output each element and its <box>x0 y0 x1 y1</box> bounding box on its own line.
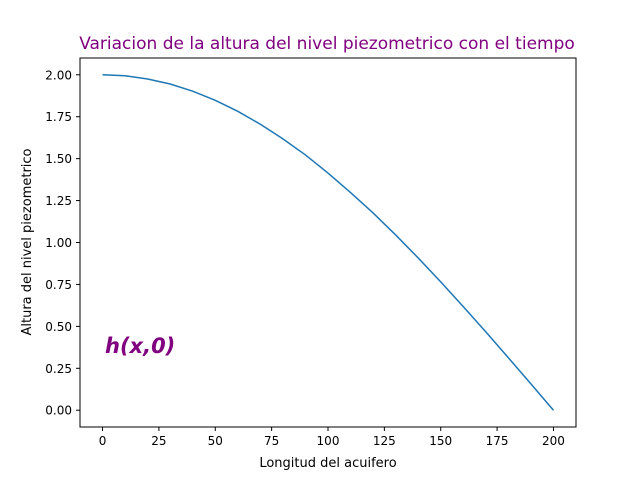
x-tick-label: 50 <box>208 434 223 448</box>
x-tick-label: 175 <box>486 434 509 448</box>
x-tick-label: 200 <box>542 434 565 448</box>
x-tick-label: 100 <box>317 434 340 448</box>
x-tick-label: 0 <box>99 434 107 448</box>
x-tick-label: 150 <box>429 434 452 448</box>
chart-title: Variacion de la altura del nivel piezome… <box>79 34 575 54</box>
x-tick-label: 75 <box>264 434 279 448</box>
plot-area <box>102 74 555 411</box>
y-tick-label: 1.75 <box>45 110 72 124</box>
x-axis-label: Longitud del acuifero <box>259 456 396 471</box>
y-tick-label: 0.75 <box>45 278 72 292</box>
x-tick-label: 25 <box>151 434 166 448</box>
y-tick-label: 1.25 <box>45 194 72 208</box>
y-tick-label: 2.00 <box>45 68 72 82</box>
y-tick-label: 0.25 <box>45 362 72 376</box>
y-axis-ticks: 0.00 0.25 0.50 0.75 1.00 1.25 1.50 1.75 2.00 <box>45 68 80 418</box>
x-axis-ticks: 0 25 50 75 100 125 150 175 200 <box>99 427 565 448</box>
y-tick-label: 0.00 <box>45 404 72 418</box>
series-line-0 <box>102 74 555 411</box>
y-tick-label: 1.50 <box>45 152 72 166</box>
curve-annotation: h(x,0) <box>105 334 175 358</box>
y-tick-label: 1.00 <box>45 236 72 250</box>
x-tick-label: 125 <box>373 434 396 448</box>
y-tick-label: 0.50 <box>45 320 72 334</box>
y-axis-label: Altura del nivel piezometrico <box>20 148 35 335</box>
